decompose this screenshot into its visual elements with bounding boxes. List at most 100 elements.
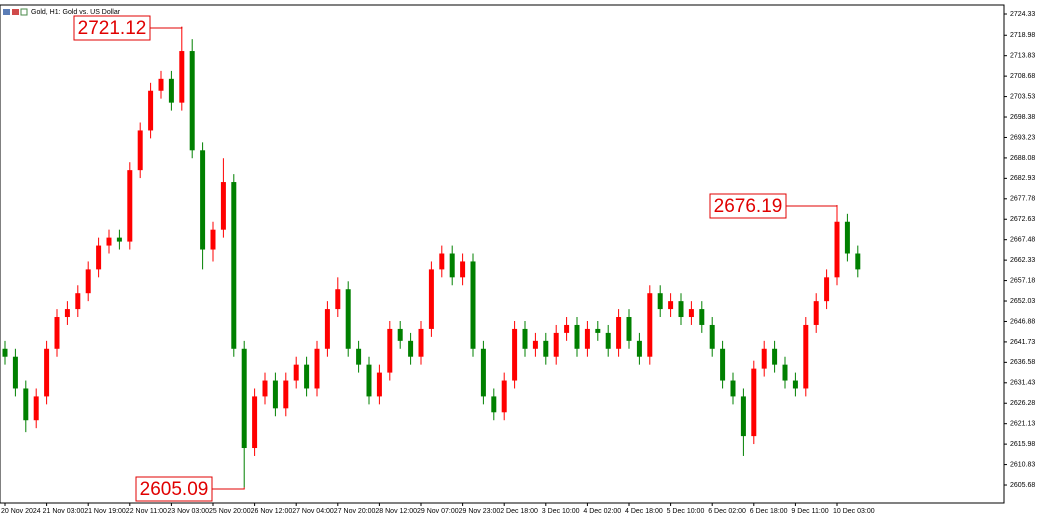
candle-body (668, 301, 674, 310)
candle-body (408, 340, 414, 357)
y-tick-label: 2605.68 (1010, 482, 1035, 489)
annotation-connector (786, 205, 838, 207)
candle-body (688, 309, 694, 318)
plot-border (0, 4, 1005, 504)
y-tick-label: 2724.33 (1010, 11, 1035, 18)
x-tick-label: 5 Dec 10:00 (667, 508, 705, 515)
y-tick-label: 2621.13 (1010, 421, 1035, 428)
candle-body (772, 348, 778, 365)
x-tick-label: 22 Nov 11:00 (126, 508, 167, 515)
candle-body (491, 396, 497, 413)
candle-body (85, 269, 91, 294)
candle-body (678, 301, 684, 318)
x-tick-label: 29 Nov 07:00 (417, 508, 459, 515)
chart-title: Gold, H1: Gold vs. US Dollar (31, 9, 121, 16)
candle-body (366, 364, 372, 397)
x-tick-label: 20 Nov 2024 (1, 508, 41, 515)
candle-body (96, 245, 102, 270)
x-tick-label: 26 Nov 12:00 (251, 508, 293, 515)
x-tick-label: 28 Nov 12:00 (375, 508, 417, 515)
candle-body (449, 253, 455, 278)
annotation-box (709, 193, 787, 219)
annotation-box (135, 476, 213, 502)
candle-body (647, 293, 653, 357)
icon (3, 9, 10, 15)
y-tick-label: 2631.43 (1010, 380, 1035, 387)
x-tick-label: 2 Dec 18:00 (500, 508, 538, 515)
y-tick-label: 2636.58 (1010, 359, 1035, 366)
candle-body (44, 348, 50, 397)
candle-body (252, 396, 258, 449)
candle-body (210, 229, 216, 250)
candle-body (480, 348, 486, 397)
candle-body (855, 253, 861, 270)
candle-body (179, 51, 185, 103)
y-tick-label: 2672.63 (1010, 216, 1035, 223)
y-tick-label: 2693.23 (1010, 134, 1035, 141)
annotation-connector (212, 487, 245, 490)
candle-body (740, 396, 746, 437)
candle-body (584, 328, 590, 349)
y-tick-label: 2677.78 (1010, 196, 1035, 203)
candle-body (387, 328, 393, 373)
candle-body (636, 340, 642, 357)
icon (12, 9, 19, 15)
x-tick-label: 23 Nov 03:00 (167, 508, 209, 515)
candle-body (293, 364, 299, 381)
x-tick-label: 27 Nov 20:00 (334, 508, 376, 515)
candle-body (824, 277, 830, 302)
annotation-label: 2676.19 (714, 196, 783, 217)
y-tick-label: 2713.83 (1010, 53, 1035, 60)
candle-body (158, 78, 164, 91)
candle-body (137, 130, 143, 171)
candle-body (626, 317, 632, 341)
x-tick-label: 21 Nov 03:00 (43, 508, 85, 515)
y-tick-label: 2662.33 (1010, 257, 1035, 264)
candle-body (532, 340, 538, 349)
candle-body (803, 324, 809, 389)
candle-body (574, 324, 580, 349)
candle-body (376, 372, 382, 397)
candle-body (2, 348, 8, 357)
y-tick-label: 2667.48 (1010, 237, 1035, 244)
candle-body (54, 317, 60, 349)
y-tick-label: 2657.18 (1010, 277, 1035, 284)
candle-body (12, 356, 18, 389)
candle-body (761, 348, 767, 369)
candle-body (428, 269, 434, 329)
y-tick-label: 2698.38 (1010, 114, 1035, 121)
candle-body (220, 182, 226, 230)
candle-body (522, 328, 528, 349)
y-tick-label: 2708.68 (1010, 73, 1035, 80)
annotation-label: 2721.12 (78, 18, 147, 39)
candle-body (512, 328, 518, 381)
y-tick-label: 2646.88 (1010, 318, 1035, 325)
y-tick-label: 2682.93 (1010, 175, 1035, 182)
candle-body (720, 348, 726, 381)
x-tick-label: 21 Nov 19:00 (84, 508, 126, 515)
candle-body (335, 289, 341, 310)
y-tick-label: 2703.53 (1010, 93, 1035, 100)
y-tick-label: 2652.03 (1010, 298, 1035, 305)
candle-body (168, 78, 174, 103)
y-tick-label: 2610.83 (1010, 461, 1035, 468)
x-tick-label: 4 Dec 18:00 (625, 508, 663, 515)
candle-body (324, 309, 330, 349)
candle-body (439, 253, 445, 270)
candle-body (283, 380, 289, 409)
candle-body (730, 380, 736, 397)
candle-body (543, 340, 549, 357)
annotation-label: 2605.09 (140, 479, 209, 500)
candle-body (33, 396, 39, 421)
x-tick-label: 27 Nov 04:00 (292, 508, 334, 515)
candle-body (304, 364, 310, 389)
candle-body (106, 237, 112, 246)
candle-body (127, 170, 133, 242)
candle-body (782, 364, 788, 381)
candle-body (148, 90, 154, 131)
candle-body (699, 309, 705, 325)
candle-body (564, 324, 570, 333)
candle-body (262, 380, 268, 397)
y-tick-label: 2626.28 (1010, 400, 1035, 407)
candle-body (751, 368, 757, 437)
